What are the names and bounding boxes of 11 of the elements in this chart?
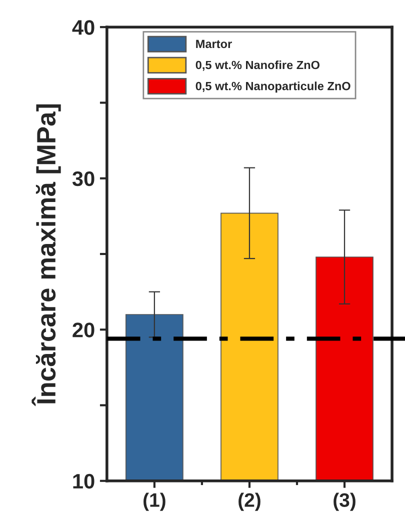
y-tick-label: 10 bbox=[73, 474, 94, 489]
y-axis-title: Încărcare maximă [MPa] bbox=[32, 104, 61, 406]
x-tick-label: (3) bbox=[334, 492, 356, 511]
y-tick-label: 40 bbox=[72, 20, 94, 35]
legend-label: 0,5 wt.% Nanoparticule ZnO bbox=[196, 82, 350, 93]
legend-label: Martor bbox=[196, 40, 232, 48]
y-tick-label: 20 bbox=[72, 322, 94, 338]
x-tick-label: (2) bbox=[238, 492, 260, 511]
x-tick-label: (1) bbox=[144, 492, 166, 511]
y-tick-label: 30 bbox=[72, 171, 94, 186]
legend-label: 0,5 wt.% Nanofire ZnO bbox=[196, 60, 320, 71]
